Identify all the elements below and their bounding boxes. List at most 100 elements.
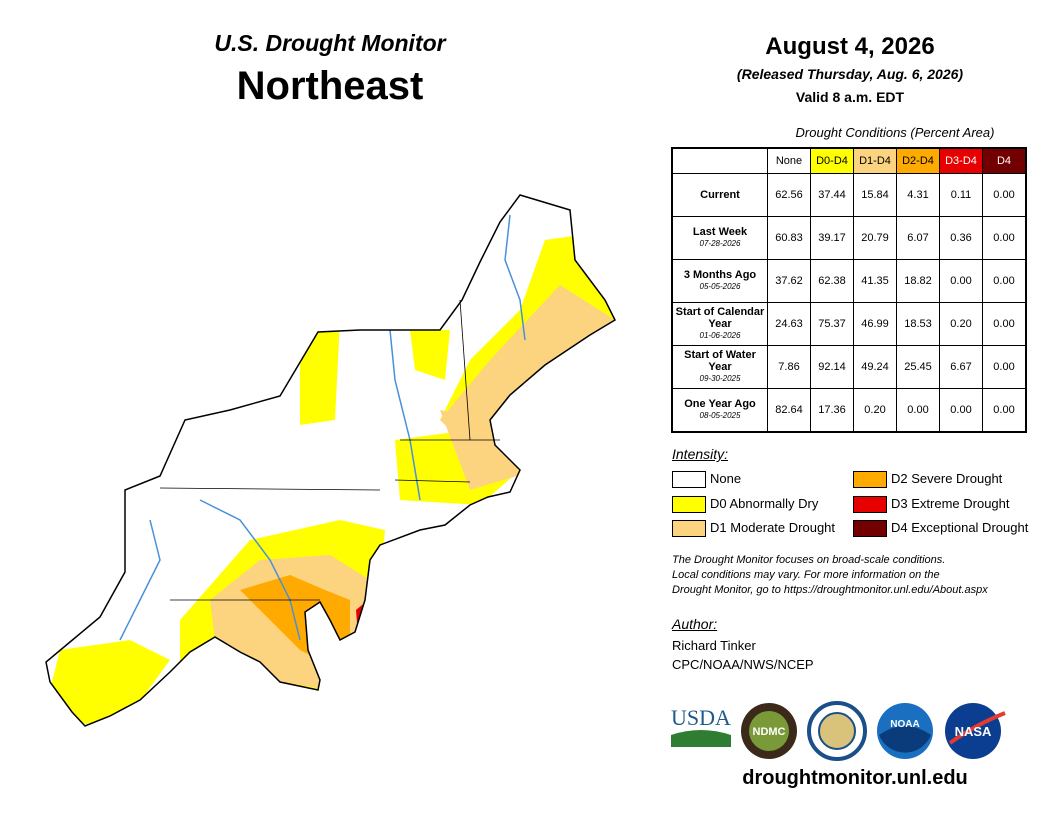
cell: 41.35 — [853, 259, 897, 303]
cell: 62.56 — [767, 173, 811, 217]
row-date: 05-05-2026 — [699, 282, 741, 291]
cell: 49.24 — [853, 345, 897, 389]
cell: 0.20 — [853, 388, 897, 433]
row-label: Start of Calendar Year 01-06-2026 — [671, 302, 768, 346]
column-header: D4 — [982, 147, 1027, 174]
legend-swatch — [672, 471, 706, 488]
column-header: D0-D4 — [810, 147, 854, 174]
author-name: Richard Tinker — [672, 638, 756, 653]
legend-swatch — [853, 471, 887, 488]
legend-label: D0 Abnormally Dry — [710, 495, 819, 511]
table-row: 3 Months Ago 05-05-2026 37.62 62.38 41.35 18.… — [671, 259, 1027, 303]
cell: 6.07 — [896, 216, 940, 260]
url: droughtmonitor.unl.edu — [742, 767, 968, 789]
column-header: D3-D4 — [939, 147, 983, 174]
cell: 0.00 — [939, 259, 983, 303]
cell: 60.83 — [767, 216, 811, 260]
map — [45, 194, 616, 727]
column-header: D2-D4 — [896, 147, 940, 174]
cell: 37.62 — [767, 259, 811, 303]
d0-area — [300, 320, 340, 425]
state-lines — [159, 299, 500, 601]
cell: 0.00 — [982, 259, 1027, 303]
cell: 18.82 — [896, 259, 940, 303]
row-name: Start of Water Year — [684, 349, 756, 373]
author-title: Author: — [672, 616, 718, 632]
legend-swatch — [672, 520, 706, 537]
usda-swoosh — [671, 730, 731, 747]
cell: 75.37 — [810, 302, 854, 346]
cell: 39.17 — [810, 216, 854, 260]
noaa-wave — [879, 726, 931, 753]
cell: 0.00 — [982, 173, 1027, 217]
series-title: U.S. Drought Monitor — [214, 30, 446, 56]
note-line: Local conditions may vary. For more info… — [672, 569, 940, 581]
cell: 25.45 — [896, 345, 940, 389]
row-name: Start of Calendar Year — [675, 306, 765, 330]
row-date: 07-28-2026 — [699, 239, 741, 248]
date: August 4, 2026 — [765, 33, 935, 60]
row-name: Last Week — [692, 226, 748, 238]
nasa-swoosh — [948, 711, 1006, 745]
corner — [672, 148, 768, 174]
table-row: Start of Water Year 09-30-2025 7.86 92.14 49… — [671, 345, 1027, 389]
table-row: Current 62.56 37.44 15.84 4.31 0.11 0.00 — [671, 173, 1027, 217]
cell: 0.00 — [982, 345, 1027, 389]
cell: 0.00 — [939, 388, 983, 433]
legend-swatch — [853, 520, 887, 537]
author-org: CPC/NOAA/NWS/NCEP — [672, 657, 814, 672]
region-title: Northeast — [236, 64, 424, 108]
row-name: 3 Months Ago — [683, 269, 757, 281]
row-name: Current — [700, 189, 740, 201]
cell: 0.00 — [982, 388, 1027, 433]
d1-area — [440, 410, 520, 490]
column-header: None — [767, 147, 811, 174]
ndmc-inner — [749, 711, 789, 751]
legend-swatch — [853, 495, 887, 513]
logo-noaa: NOAA — [890, 719, 919, 730]
legend-label: D2 Severe Drought — [891, 471, 1003, 486]
cell: 62.38 — [810, 259, 854, 303]
cell: 20.79 — [853, 216, 897, 260]
row-date: 09-30-2025 — [699, 374, 741, 383]
table-row: Start of Calendar Year 01-06-2026 24.63 75.… — [671, 302, 1027, 346]
d0-area — [50, 640, 170, 725]
row-label: Start of Water Year 09-30-2025 — [671, 345, 768, 389]
valid: Valid 8 a.m. EDT — [795, 89, 905, 105]
cell: 7.86 — [767, 345, 811, 389]
row-label: Last Week 07-28-2026 — [671, 216, 768, 260]
cell: 46.99 — [853, 302, 897, 346]
d0-area — [410, 330, 450, 380]
table-row: Last Week 07-28-2026 60.83 39.17 20.79 6.07 0.… — [671, 216, 1027, 260]
cell: 92.14 — [810, 345, 854, 389]
logo-nasa: NASA — [955, 724, 992, 739]
cell: 0.00 — [982, 216, 1027, 260]
stats-table: None D0-D4 D1-D4 D2-D4 D3-D4 D4 Current 62.56 37… — [671, 147, 1027, 433]
cell: 15.84 — [853, 173, 897, 217]
row-date: 01-06-2026 — [699, 331, 741, 340]
rivers — [119, 214, 526, 641]
logos: USDA NDMC NOAA NASA — [671, 701, 1006, 761]
d1-area — [440, 285, 615, 450]
legend-title: Intensity: — [672, 446, 729, 462]
row-name: One Year Ago — [684, 398, 756, 410]
nasa-badge — [945, 703, 1001, 759]
released: (Released Thursday, Aug. 6, 2026) — [736, 66, 964, 82]
cell: 82.64 — [767, 388, 811, 433]
legend-label: D4 Exceptional Drought — [891, 520, 1029, 535]
cell: 24.63 — [767, 302, 811, 346]
seal-inner — [818, 712, 856, 750]
cell: 6.67 — [939, 345, 983, 389]
cell: 0.11 — [939, 173, 983, 217]
cell: 0.20 — [939, 302, 983, 346]
cell: 18.53 — [896, 302, 940, 346]
note-line: The Drought Monitor focuses on broad-sca… — [672, 554, 946, 566]
row-label: One Year Ago 08-05-2025 — [671, 388, 768, 433]
legend-label: None — [710, 471, 742, 486]
row-label: 3 Months Ago 05-05-2026 — [671, 259, 768, 303]
cell: 0.36 — [939, 216, 983, 260]
cell: 17.36 — [810, 388, 854, 433]
table-caption: Drought Conditions (Percent Area) — [795, 125, 995, 140]
cell: 0.00 — [982, 302, 1027, 346]
